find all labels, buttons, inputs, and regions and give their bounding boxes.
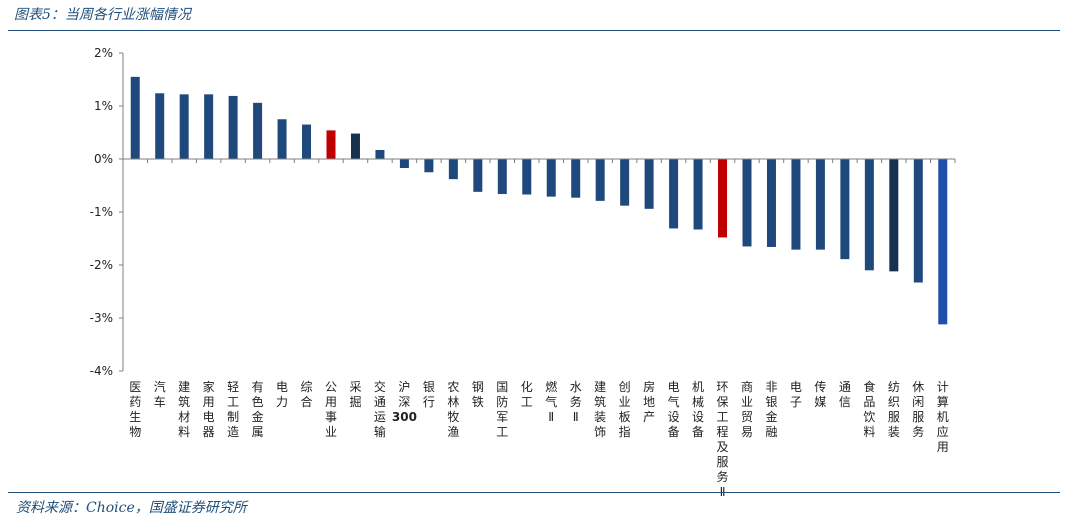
category-label: 医药生物 (129, 380, 141, 439)
source-note: 资料来源：Choice，国盛证券研究所 (16, 500, 247, 516)
category-label: 家用电器 (203, 379, 215, 439)
bottom-divider (8, 492, 1060, 493)
bar-商业贸易 (742, 159, 752, 247)
bar-建筑装饰 (595, 159, 605, 201)
bar-通信 (840, 159, 850, 260)
bar-机械设备 (693, 159, 703, 230)
category-label: 电气设备 (668, 380, 680, 439)
bar-交通运输 (375, 149, 385, 159)
category-label: 商业贸易 (741, 379, 753, 439)
category-label: 水务 Ⅱ (570, 380, 582, 424)
bar-综合 (302, 124, 312, 159)
bar-化工 (522, 159, 532, 195)
category-label: 综合 (301, 380, 313, 409)
category-label: 采掘 (349, 380, 361, 409)
category-label: 化工 (521, 380, 533, 409)
category-label: 电子 (790, 380, 802, 409)
bar-沪深300 (399, 159, 409, 169)
category-label: 农林牧渔 (447, 380, 459, 439)
category-label: 计算机应用 (937, 380, 949, 454)
bar-传媒 (815, 159, 825, 250)
bar-非银金融 (766, 159, 776, 247)
bar-银行 (424, 159, 434, 173)
bar-家用电器 (204, 94, 214, 159)
bar-纺织服装 (889, 159, 899, 272)
category-label: 通信 (839, 380, 851, 409)
bar-创业板指 (620, 159, 630, 206)
category-label: 非银金融 (765, 380, 777, 439)
bar-轻工制造 (228, 95, 238, 159)
category-label: 公用事业 (325, 380, 337, 439)
chart-figure-title: 图表5：当周各行业涨幅情况 (14, 7, 191, 23)
category-label: 环保工程及服务Ⅱ (717, 380, 729, 499)
x-axis (122, 158, 956, 163)
bar-电子 (791, 159, 801, 250)
bar-休闲服务 (913, 159, 923, 283)
category-label: 建筑材料 (178, 380, 190, 439)
bar-汽车 (155, 93, 165, 159)
bar-环保工程及服务Ⅱ (718, 159, 728, 238)
bar-有色金属 (253, 102, 263, 159)
y-tick-label: -4% (90, 364, 113, 378)
category-label: 轻工制造 (227, 380, 239, 439)
bar-公用事业 (326, 130, 336, 159)
bar-医药生物 (130, 76, 140, 159)
category-label: 国防军工 (496, 380, 508, 439)
category-label: 汽车 (154, 379, 166, 409)
bar-水务Ⅱ (571, 159, 581, 198)
category-label: 银行 (423, 380, 435, 409)
bar-国防军工 (497, 159, 507, 194)
category-label: 建筑装饰 (594, 380, 606, 439)
category-label: 纺织服装 (888, 380, 900, 439)
y-tick-label: -3% (90, 311, 113, 325)
category-label: 钢铁 (472, 380, 484, 409)
y-tick-label: -2% (90, 258, 113, 272)
category-label: 交通运输 (374, 379, 386, 439)
bar-计算机应用 (938, 159, 948, 325)
bars (130, 76, 948, 325)
y-tick-label: -1% (90, 205, 113, 219)
bar-电力 (277, 119, 287, 159)
category-label: 燃气 Ⅱ (545, 379, 557, 424)
y-tick-label: 0% (94, 152, 113, 166)
bar-电气设备 (669, 159, 679, 229)
bar-食品饮料 (864, 159, 874, 271)
y-axis: 2% 1% 0% -1% -2% -3% -4% (90, 46, 124, 378)
category-label: 创业板指 (619, 380, 631, 439)
category-label: 传媒 (814, 379, 826, 409)
bar-燃气Ⅱ (546, 159, 556, 197)
bar-采掘 (350, 133, 360, 159)
bar-农林牧渔 (448, 159, 458, 180)
category-label: 有色金属 (252, 380, 264, 439)
top-divider (8, 30, 1060, 31)
category-label: 机械设备 (692, 380, 704, 439)
category-label: 电力 (276, 380, 288, 409)
bar-房地产 (644, 159, 654, 209)
category-label: 食品饮料 (863, 379, 875, 439)
y-tick-label: 2% (94, 46, 113, 60)
category-label: 休闲服务 (912, 380, 924, 439)
category-label: 沪深 300 (392, 380, 417, 424)
bar-钢铁 (473, 159, 483, 192)
y-tick-label: 1% (94, 99, 113, 113)
category-label: 房地产 (643, 379, 655, 424)
bar-建筑材料 (179, 94, 189, 159)
